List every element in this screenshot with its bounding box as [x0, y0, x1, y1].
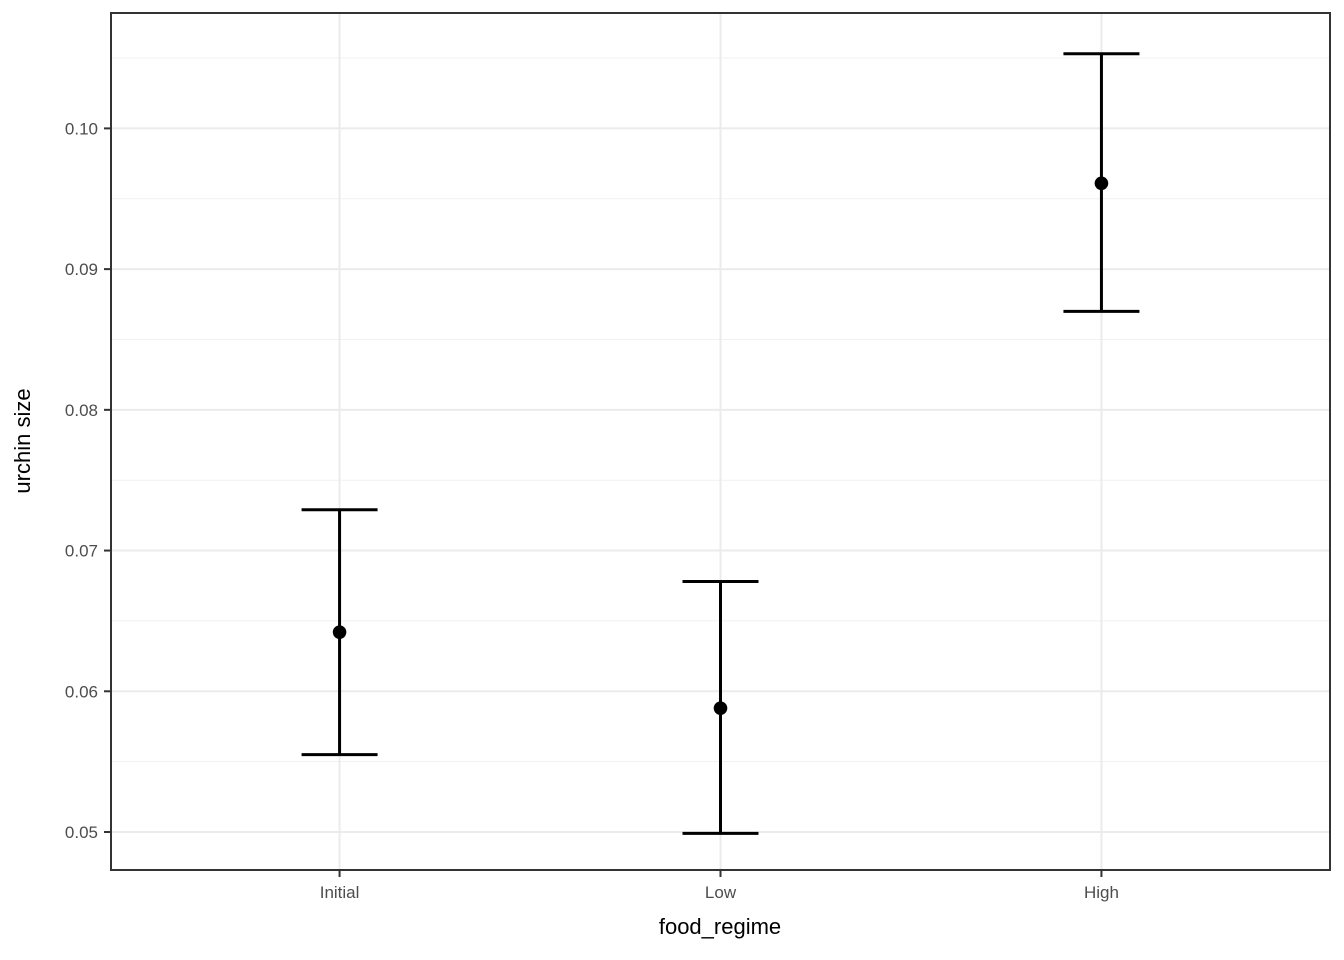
- y-axis-tick-label: 0.07: [65, 542, 98, 561]
- y-axis-tick-label: 0.08: [65, 401, 98, 420]
- point-estimate: [332, 625, 347, 639]
- x-axis-tick-label: High: [1084, 883, 1119, 902]
- point-estimate: [1094, 176, 1109, 191]
- y-axis-title: urchin size: [10, 388, 35, 493]
- y-axis-tick-label: 0.05: [65, 823, 98, 842]
- y-axis-tick-label: 0.10: [65, 119, 98, 138]
- x-axis-tick-label: Initial: [320, 883, 360, 902]
- y-axis-tick-label: 0.09: [65, 260, 98, 279]
- gridlines-major: [111, 13, 1330, 870]
- axis-tick-marks: [104, 127, 1103, 877]
- pointrange-series: [301, 52, 1140, 835]
- point-estimate: [713, 701, 728, 715]
- x-axis-title: food_regime: [659, 914, 781, 939]
- axis-tick-labels: 0.05 0.06 0.07 0.08 0.09 0.10 Initial Low High: [65, 119, 1119, 902]
- y-axis-tick-label: 0.06: [65, 682, 98, 701]
- x-axis-tick-label: Low: [705, 883, 737, 902]
